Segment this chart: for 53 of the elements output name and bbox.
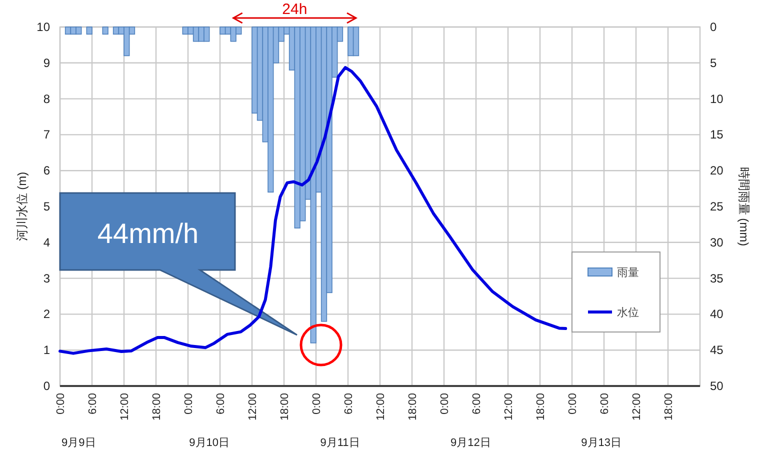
y-tick-label: 10 <box>36 20 50 34</box>
legend-label: 雨量 <box>617 267 639 279</box>
x-tick-label: 6:00 <box>87 393 99 414</box>
y-tick-label: 3 <box>43 271 50 286</box>
y-tick-label: 0 <box>43 379 50 393</box>
x-tick-label: 18:00 <box>535 393 547 421</box>
y2-tick-label: 30 <box>710 235 724 250</box>
y-tick-label: 2 <box>43 307 50 322</box>
text: 24h <box>282 1 308 18</box>
y2-axis-title: 時間雨量 (mm) <box>737 166 751 246</box>
text: 9月9日 <box>62 437 96 449</box>
legend-label: 水位 <box>617 306 639 319</box>
x-tick-label: 18:00 <box>663 393 675 421</box>
y-tick-label: 4 <box>43 235 50 250</box>
x-tick-label: 6:00 <box>471 393 483 414</box>
y-tick-label: 5 <box>43 200 50 214</box>
x-tick-label: 12:00 <box>503 393 515 421</box>
annotation: 44mm/h <box>97 218 199 249</box>
y-tick-label: 6 <box>43 164 50 178</box>
y-tick-label: 9 <box>43 56 50 70</box>
text: 9月12日 <box>450 437 491 449</box>
x-tick-label: 12:00 <box>375 393 387 421</box>
x-tick-label: 0:00 <box>567 393 579 414</box>
text: 9月10日 <box>189 437 230 449</box>
x-tick-label: 0:00 <box>311 393 323 414</box>
y-tick-label: 7 <box>43 128 50 142</box>
y2-tick-label: 35 <box>710 271 724 286</box>
x-tick-label: 18:00 <box>279 393 291 421</box>
x-tick-label: 18:00 <box>151 393 163 421</box>
y2-tick-label: 50 <box>710 379 724 393</box>
x-tick-label: 6:00 <box>599 393 611 414</box>
text: 9月11日 <box>320 437 360 449</box>
x-tick-label: 12:00 <box>247 393 259 421</box>
y-axis-title: 河川水位 (m) <box>15 172 29 242</box>
y2-tick-label: 15 <box>710 128 724 142</box>
y2-tick-label: 10 <box>710 92 724 106</box>
x-tick-label: 0:00 <box>439 393 451 414</box>
y-tick-label: 8 <box>43 92 50 106</box>
y2-tick-label: 20 <box>710 164 724 178</box>
y2-tick-label: 25 <box>710 200 724 214</box>
y2-tick-label: 40 <box>710 307 724 322</box>
x-tick-label: 0:00 <box>183 393 195 414</box>
x-tick-label: 12:00 <box>119 393 131 421</box>
y-tick-label: 1 <box>43 343 50 358</box>
x-tick-label: 6:00 <box>215 393 227 414</box>
x-tick-label: 12:00 <box>631 393 643 421</box>
y2-tick-label: 45 <box>710 343 724 358</box>
y2-tick-label: 5 <box>710 56 717 70</box>
text: 9月13日 <box>581 437 622 449</box>
x-tick-label: 18:00 <box>407 393 419 421</box>
x-tick-label: 0:00 <box>55 393 67 414</box>
x-tick-label: 6:00 <box>343 393 355 414</box>
y2-tick-label: 0 <box>710 20 717 34</box>
